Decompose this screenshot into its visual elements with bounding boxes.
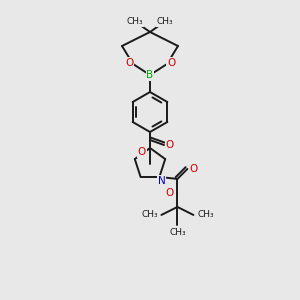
Text: CH₃: CH₃ [169,228,186,237]
Text: N: N [158,176,165,186]
Text: O: O [166,140,174,150]
Text: O: O [167,58,175,68]
Text: O: O [125,58,133,68]
Text: CH₃: CH₃ [157,17,173,26]
Text: O: O [189,164,197,174]
Text: CH₃: CH₃ [127,17,143,26]
Text: O: O [165,188,173,198]
Text: CH₃: CH₃ [197,210,214,219]
Text: O: O [138,147,146,157]
Text: B: B [146,70,154,80]
Text: CH₃: CH₃ [141,210,158,219]
